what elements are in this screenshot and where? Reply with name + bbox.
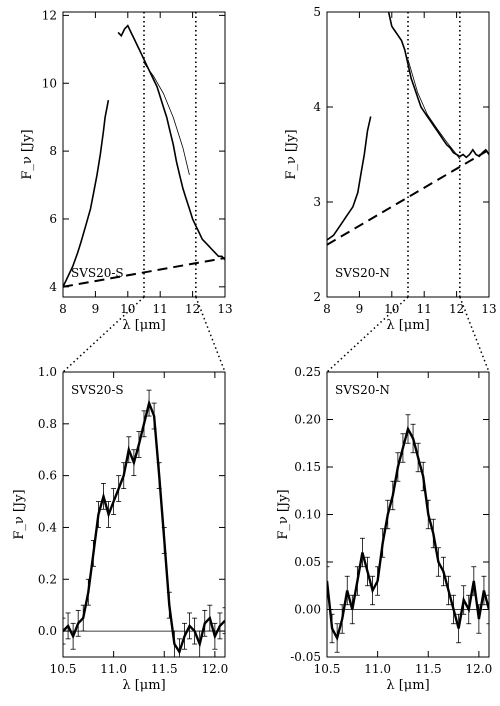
continuum-line [63, 256, 225, 288]
y-tick-label: 4 [313, 100, 321, 114]
x-tick-label: 11.0 [364, 662, 391, 676]
spectrum-line [63, 100, 110, 288]
y-tick-label: 3 [313, 195, 321, 209]
zoom-connectors [62, 296, 490, 373]
x-tick-label: 13 [217, 302, 232, 316]
x-tick-label: 12 [185, 302, 200, 316]
plot-frame [62, 371, 226, 658]
x-tick-label: 11 [153, 302, 168, 316]
panel-svs20-s-full: 8 9 10 11 12 13 4 6 8 10 12 λ [μm] F_ν [Jy] SVS20-S [20, 8, 233, 333]
plot-area [63, 389, 225, 657]
spectrum-line [327, 116, 372, 241]
x-tick-label: 12 [449, 302, 464, 316]
zoom-connector-left [62, 296, 145, 373]
panel-label: SVS20-S [71, 266, 124, 280]
zoom-connector-left [326, 296, 409, 373]
y-tick-label: 2 [313, 290, 321, 304]
x-tick-label: 9 [92, 302, 100, 316]
panel-svs20-n-full: 8 9 10 11 12 13 2 3 4 5 λ [μm] F_ν [Jy] SVS20-N [284, 5, 497, 333]
spectrum-line [327, 425, 489, 642]
y-tick-label: 10 [42, 76, 57, 90]
y-tick-label: 0.6 [38, 469, 57, 483]
x-tick-label: 11.5 [151, 662, 178, 676]
fit-line [143, 62, 190, 175]
y-tick-label: 4 [49, 280, 57, 294]
x-tick-label: 10.5 [314, 662, 341, 676]
y-tick-label: 0.25 [294, 365, 321, 379]
panel-svs20-n-zoom: 10.5 11.0 11.5 12.0 -0.05 0.00 0.05 0.10 0.15 0.2… [276, 365, 492, 693]
y-tick-label: 0.2 [38, 572, 57, 586]
y-tick-label: -0.05 [290, 650, 321, 664]
x-tick-label: 12.0 [466, 662, 493, 676]
y-tick-label: 0.4 [38, 520, 57, 534]
x-tick-label: 10.5 [50, 662, 77, 676]
y-tick-label: 5 [313, 5, 321, 19]
x-tick-label: 8 [59, 302, 67, 316]
y-tick-label: 0.0 [38, 624, 57, 638]
x-tick-label: 10 [384, 302, 399, 316]
x-tick-label: 12.0 [202, 662, 229, 676]
plot-frame [62, 11, 226, 298]
panel-label: SVS20-S [71, 383, 124, 397]
x-tick-label: 11 [417, 302, 432, 316]
x-axis-label: λ [μm] [122, 318, 165, 333]
y-tick-label: 1.0 [38, 365, 57, 379]
plot-area [327, 414, 489, 653]
plot-area [327, 12, 489, 297]
x-axis-label: λ [μm] [386, 678, 429, 693]
y-tick-label: 0.20 [294, 413, 321, 427]
x-axis-label: λ [μm] [122, 678, 165, 693]
plot-area [63, 12, 225, 297]
panel-label: SVS20-N [335, 383, 390, 397]
x-tick-label: 8 [323, 302, 331, 316]
y-tick-label: 0.10 [294, 508, 321, 522]
y-axis-label: F_ν [Jy] [20, 129, 35, 179]
y-tick-label: 0.15 [294, 460, 321, 474]
x-axis-label: λ [μm] [386, 318, 429, 333]
y-axis-label: F_ν [Jy] [12, 489, 27, 539]
plot-frame [326, 11, 490, 298]
y-tick-label: 6 [49, 212, 57, 226]
y-tick-label: 0.00 [294, 603, 321, 617]
y-tick-label: 0.8 [38, 417, 57, 431]
fit-line [407, 59, 461, 160]
spectrum-line [117, 24, 225, 261]
x-tick-label: 11.5 [415, 662, 442, 676]
y-tick-label: 0.05 [294, 555, 321, 569]
panel-svs20-s-zoom: 10.5 11.0 11.5 12.0 0.0 0.2 0.4 0.6 0.8 1.0 λ [μm]… [12, 365, 228, 693]
panel-label: SVS20-N [335, 266, 390, 280]
x-tick-label: 10 [120, 302, 135, 316]
y-tick-label: 8 [49, 144, 57, 158]
spectrum-line [63, 399, 225, 655]
y-axis-label: F_ν [Jy] [276, 489, 291, 539]
x-tick-label: 13 [481, 302, 496, 316]
spectrum-line [387, 12, 489, 159]
y-axis-label: F_ν [Jy] [284, 129, 299, 179]
x-tick-label: 9 [356, 302, 364, 316]
y-tick-label: 12 [42, 8, 57, 22]
x-tick-label: 11.0 [100, 662, 127, 676]
